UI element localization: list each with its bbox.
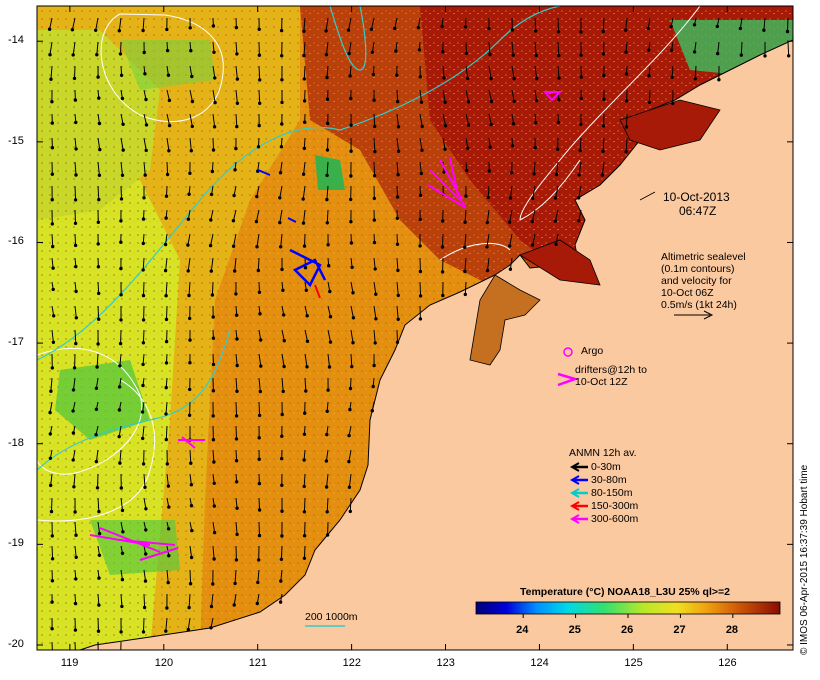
colorbar-label: 27 xyxy=(673,624,686,636)
colorbar-ticks xyxy=(522,614,734,618)
anmn-track-blue xyxy=(287,217,297,223)
colorbar-title: Temperature (°C) NOAA18_L3U 25% ql>=2 xyxy=(520,586,730,598)
colorbar-label: 26 xyxy=(621,624,634,636)
anmn-track-blue xyxy=(257,169,271,176)
altimetry-line: 10-Oct 06Z xyxy=(661,287,714,299)
anmn-legend-label: 80-150m xyxy=(591,487,633,499)
anmn-track-blue xyxy=(289,248,327,288)
anmn-legend-label: 0-30m xyxy=(591,461,621,473)
map-border xyxy=(36,5,794,651)
latitude-label: -15 xyxy=(8,134,24,147)
longitude-label: 122 xyxy=(342,657,361,669)
anmn-title: ANMN 12h av. xyxy=(569,447,637,459)
isobath-lines xyxy=(37,6,561,471)
anmn-legend-label: 300-600m xyxy=(591,513,639,525)
colorbar-label: 28 xyxy=(725,624,739,636)
date-label: 10-Oct-2013 xyxy=(663,190,730,204)
longitude-label: 119 xyxy=(60,657,79,669)
anmn-legend-arrow xyxy=(569,514,588,524)
drifter-tracks xyxy=(89,91,563,561)
anmn-legend-labels: 0-30m 30-80m 80-150m 150-300m 300-600m xyxy=(591,461,638,526)
longitude-label: 126 xyxy=(718,657,737,669)
colorbar xyxy=(475,601,781,615)
argo-float-marker xyxy=(563,347,573,357)
latitude-label: -16 xyxy=(8,235,24,248)
anmn-legend-arrow xyxy=(569,462,588,472)
sealevel-contours xyxy=(37,6,701,522)
altimetry-note: Altimetric sealevel (0.1m contours) and … xyxy=(661,251,746,311)
colorbar-label: 25 xyxy=(568,624,581,636)
argo-label: Argo xyxy=(581,345,604,357)
king-sound xyxy=(469,274,541,366)
longitude-label: 125 xyxy=(624,657,643,669)
anmn-legend-arrow xyxy=(569,501,588,511)
anmn-tracks xyxy=(257,169,327,299)
drifter-legend-symbol xyxy=(557,372,580,387)
green-patch xyxy=(315,155,345,190)
green-patch xyxy=(55,360,150,440)
anmn-legend-arrow xyxy=(569,475,588,485)
anmn-legend-arrows xyxy=(569,462,588,524)
drifters-line: drifters@12h to xyxy=(575,364,647,376)
altimetry-line: Altimetric sealevel xyxy=(661,251,746,263)
map-frame xyxy=(37,6,793,650)
altimetry-line: (0.1m contours) xyxy=(661,263,735,275)
longitude-label: 124 xyxy=(530,657,549,669)
anmn-legend-label: 150-300m xyxy=(591,500,639,512)
latitude-label: -17 xyxy=(8,336,24,349)
altimetry-line: and velocity for xyxy=(661,275,732,287)
credit-text: © IMOS 06-Apr-2015 16:37:39 Hobart time xyxy=(799,464,810,655)
altimetry-line: 0.5m/s (1kt 24h) xyxy=(661,299,737,311)
time-label: 06:47Z xyxy=(679,204,717,218)
longitude-label: 120 xyxy=(154,657,174,669)
latitude-label: -18 xyxy=(8,436,24,449)
colorbar-label: 24 xyxy=(516,624,529,636)
anmn-legend-arrow xyxy=(569,488,588,498)
date-leader-line xyxy=(639,191,656,201)
latitude-label: -20 xyxy=(8,637,24,650)
velocity-scale-arrowhead xyxy=(703,310,714,320)
drifters-note: drifters@12h to 10-Oct 12Z xyxy=(575,364,647,388)
drifters-line: 10-Oct 12Z xyxy=(575,376,628,388)
velocity-arrows xyxy=(47,17,791,650)
longitude-label: 123 xyxy=(436,657,455,669)
anmn-legend-label: 30-80m xyxy=(591,474,627,486)
longitude-label: 121 xyxy=(248,657,268,669)
coast-inlets xyxy=(619,99,721,151)
isobath-label: 200 1000m xyxy=(305,611,358,623)
axis-ticks xyxy=(37,6,793,650)
latitude-label: -19 xyxy=(8,537,24,550)
anmn-track-red xyxy=(314,284,321,299)
latitude-label: -14 xyxy=(8,34,24,47)
coast-inlets xyxy=(519,239,601,286)
